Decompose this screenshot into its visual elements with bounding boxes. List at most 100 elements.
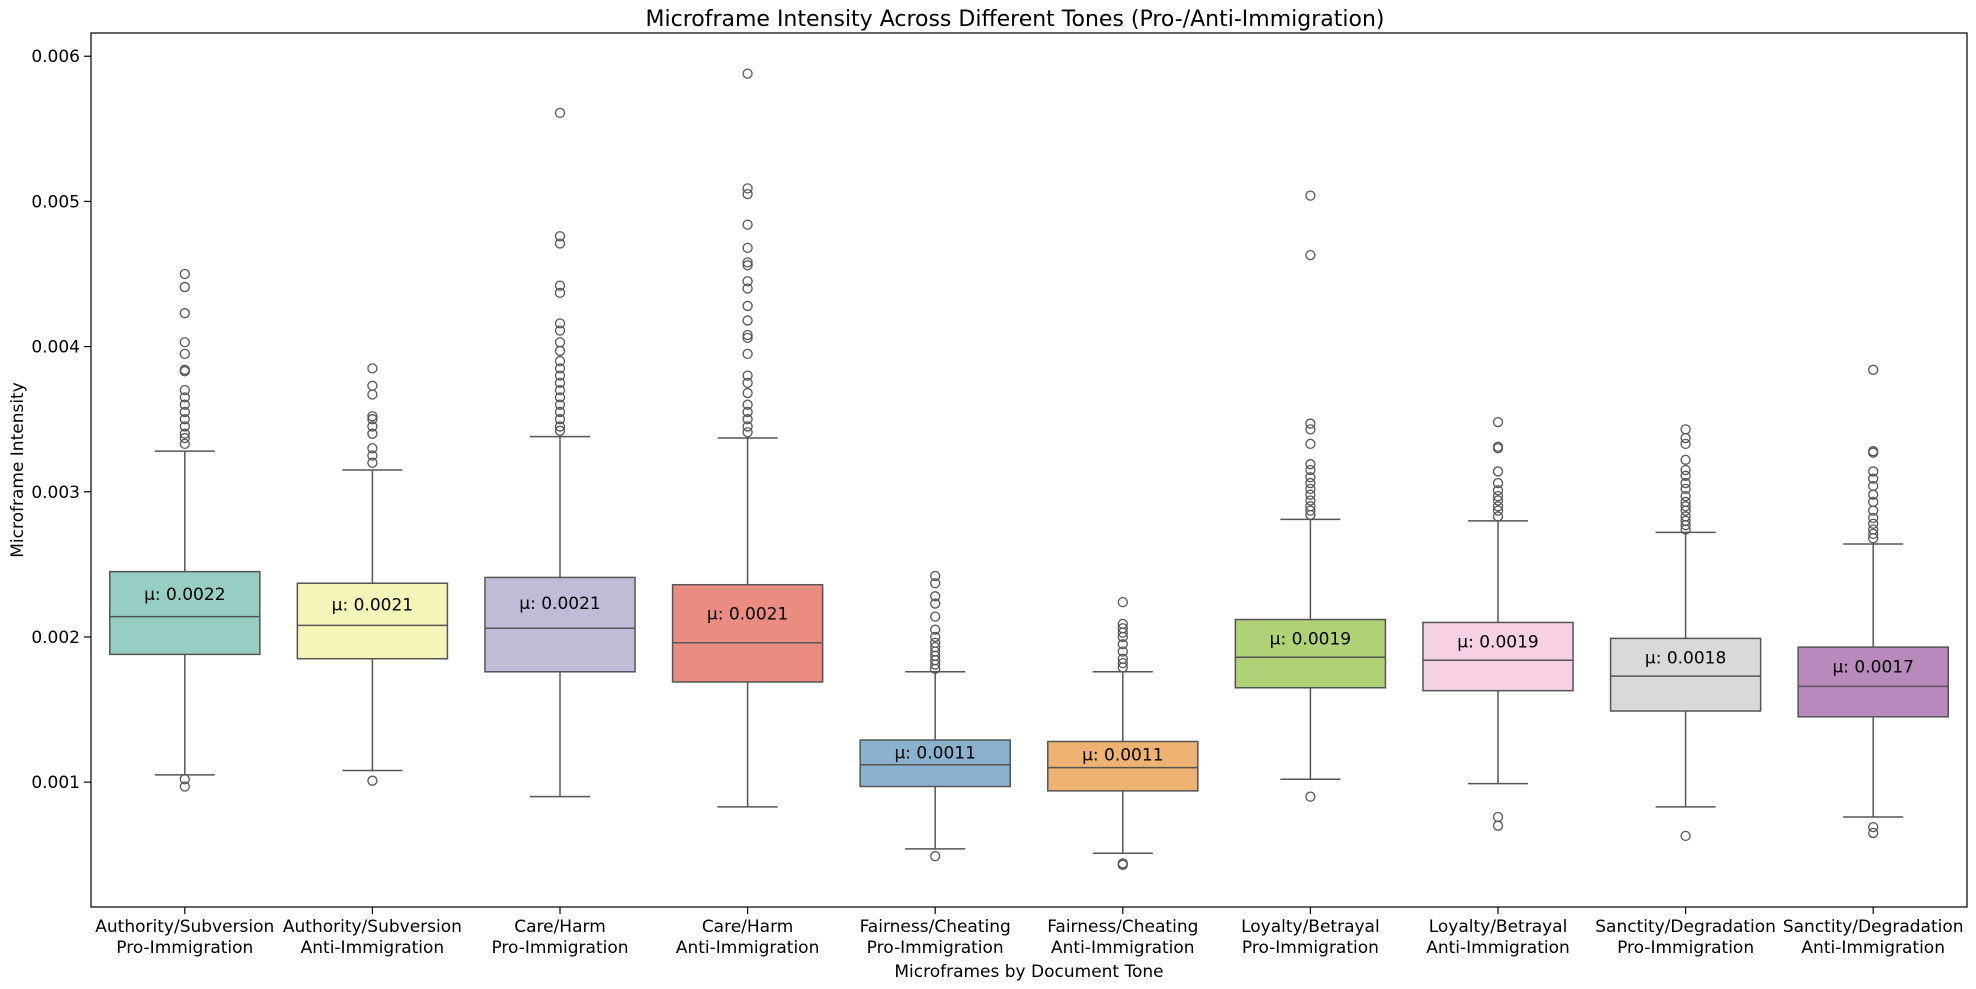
outlier-point <box>367 389 378 400</box>
outlier-point <box>554 399 566 410</box>
outlier-point <box>367 421 378 432</box>
outlier-point <box>1305 472 1316 483</box>
mean-label: μ: 0.0018 <box>1645 648 1726 668</box>
box <box>1609 637 1762 712</box>
outlier-point <box>742 399 753 410</box>
outlier-point <box>1868 466 1879 477</box>
outlier-point <box>1305 505 1316 516</box>
outlier-point <box>1117 623 1128 634</box>
outlier-point <box>367 414 378 425</box>
outlier-point <box>1680 483 1691 495</box>
outlier-point <box>554 421 566 432</box>
outlier-point <box>742 260 753 271</box>
outlier-point <box>1680 515 1691 526</box>
outlier-point <box>1680 490 1691 502</box>
outlier-point <box>1117 618 1128 630</box>
x-tick-label-line2: Pro-Immigration <box>1617 938 1754 958</box>
outlier-point <box>179 432 190 444</box>
outlier-point <box>1868 524 1879 535</box>
outlier-point <box>179 268 190 280</box>
outlier-point <box>742 257 753 268</box>
x-tick-label-line2: Pro-Immigration <box>1242 938 1379 958</box>
outlier-point <box>1492 505 1504 516</box>
outlier-point <box>930 631 941 643</box>
outlier-point <box>1117 639 1128 650</box>
outlier-point <box>179 337 190 348</box>
outlier-point <box>367 775 378 786</box>
outlier-point <box>1680 496 1691 508</box>
outlier-point <box>1680 470 1691 481</box>
box <box>671 583 824 683</box>
y-tick-label: 0.005 <box>31 192 80 212</box>
mean-label: μ: 0.0021 <box>519 594 600 614</box>
outlier-point <box>367 457 378 468</box>
outlier-point <box>554 280 566 291</box>
outlier-point <box>1305 477 1316 489</box>
outlier-point <box>930 624 941 635</box>
outlier-point <box>179 384 190 396</box>
box <box>1797 646 1949 718</box>
x-tick-label-line1: Loyalty/Betrayal <box>1429 917 1568 937</box>
box <box>1234 618 1387 689</box>
outlier-point <box>1680 432 1691 444</box>
outlier-point <box>1305 501 1316 512</box>
outlier-point <box>742 421 753 432</box>
outlier-point <box>554 107 566 119</box>
outlier-point <box>1305 459 1316 470</box>
outlier-point <box>1492 501 1504 512</box>
outlier-point <box>1117 657 1128 669</box>
x-tick-label-line1: Loyalty/Betrayal <box>1241 917 1380 937</box>
mean-label: μ: 0.0011 <box>1082 746 1163 766</box>
outlier-point <box>1868 821 1879 833</box>
x-tick-label-line1: Care/Harm <box>514 917 606 937</box>
outlier-point <box>1680 477 1691 489</box>
outlier-point <box>179 438 190 450</box>
x-tick-label-line2: Pro-Immigration <box>867 938 1004 958</box>
outlier-point <box>179 781 190 792</box>
outlier-point <box>742 283 753 294</box>
outlier-point <box>1305 418 1316 429</box>
outlier-point <box>742 329 753 341</box>
outlier-point <box>1492 511 1504 522</box>
outlier-point <box>179 414 190 425</box>
outlier-point <box>1305 190 1316 201</box>
box <box>109 570 261 656</box>
outlier-point <box>179 428 190 439</box>
outlier-point <box>1305 483 1316 495</box>
box-group: μ: 0.0011 <box>1047 596 1199 871</box>
outlier-point <box>554 363 566 374</box>
outlier-point <box>554 325 566 336</box>
outlier-point <box>179 774 190 785</box>
x-tick-label-line2: Pro-Immigration <box>491 938 628 958</box>
outlier-point <box>1492 495 1504 506</box>
outlier-point <box>554 377 566 389</box>
plot-frame <box>90 32 1968 908</box>
outlier-point <box>742 427 753 438</box>
outlier-point <box>1305 489 1316 500</box>
outlier-point <box>742 242 753 254</box>
outlier-point <box>930 641 941 653</box>
y-tick-label: 0.002 <box>31 628 80 648</box>
outlier-point <box>742 370 753 381</box>
outlier-point <box>1492 441 1504 452</box>
outlier-point <box>179 348 190 360</box>
outlier-point <box>554 392 566 403</box>
x-tick-label-line1: Fairness/Cheating <box>1047 917 1198 937</box>
outlier-point <box>554 345 566 357</box>
mean-label: μ: 0.0022 <box>144 585 225 605</box>
outlier-point <box>554 231 566 242</box>
box-group: μ: 0.0021 <box>671 68 824 808</box>
outlier-point <box>1305 424 1316 435</box>
y-axis: 0.001 0.002 0.003 0.004 0.005 0.006 <box>31 47 91 793</box>
mean-label: μ: 0.0017 <box>1832 658 1913 678</box>
mean-label: μ: 0.0019 <box>1270 629 1351 649</box>
outlier-point <box>554 370 566 381</box>
outlier-point <box>554 406 566 418</box>
x-tick-label-line2: Anti-Immigration <box>1051 938 1195 958</box>
outlier-point <box>179 364 190 375</box>
outlier-point <box>554 425 566 436</box>
outlier-point <box>742 387 753 399</box>
outlier-point <box>742 406 753 418</box>
outlier-point <box>1117 653 1128 664</box>
